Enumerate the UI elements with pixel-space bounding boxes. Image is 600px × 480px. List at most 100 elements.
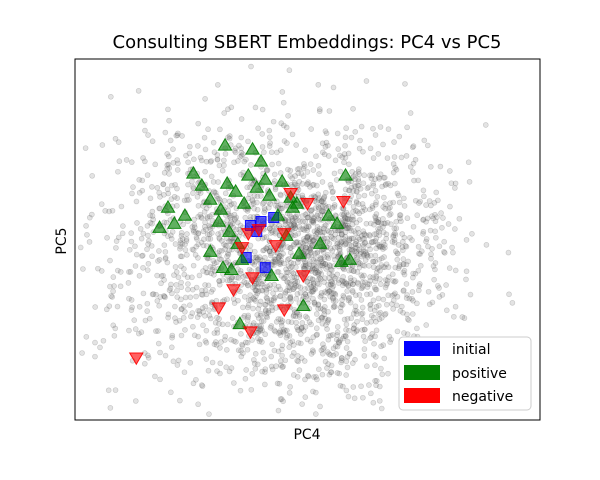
background-data-point [304,227,311,234]
background-data-point [367,233,373,239]
background-data-point [300,165,307,172]
background-data-point [319,233,326,239]
background-data-point [199,287,205,294]
background-data-point [259,235,266,242]
background-data-point [304,336,311,343]
background-data-point [261,247,267,253]
background-data-point [263,245,269,251]
background-data-point [452,185,458,191]
background-data-point [194,314,201,320]
background-data-point [278,319,285,326]
background-data-point [110,322,117,329]
background-data-point [309,218,316,224]
background-data-point [304,234,311,240]
background-data-point [325,361,331,367]
background-data-point [272,257,279,263]
background-data-point [334,343,341,350]
background-data-point [321,151,328,158]
background-data-point [219,321,226,328]
background-data-point [177,240,184,247]
background-data-point [177,237,184,244]
background-data-point [139,187,146,194]
background-data-point [174,185,180,192]
background-data-point [112,135,119,142]
background-data-point [323,266,329,272]
background-data-point [402,81,408,87]
background-data-point [382,182,389,188]
background-data-point [366,382,372,388]
background-data-point [299,192,306,199]
background-data-point [168,236,175,242]
background-data-point [273,229,279,235]
background-data-point [325,281,331,288]
background-data-point [192,252,199,258]
background-data-point [293,264,299,271]
background-data-point [178,233,185,239]
background-data-point [378,315,385,321]
background-data-point [223,243,230,249]
background-data-point [213,342,220,348]
background-data-point [172,264,179,270]
background-data-point [321,296,328,303]
background-data-point [287,167,294,174]
background-data-point [251,320,257,326]
background-data-point [244,317,251,324]
background-data-point [363,250,369,256]
background-data-point [330,304,337,311]
background-data-point [367,277,374,284]
background-data-point [294,324,300,331]
background-data-point [322,304,328,310]
background-data-point [336,247,343,254]
background-data-point [128,230,134,236]
background-data-point [310,167,317,173]
background-data-point [263,294,270,301]
background-data-point [344,316,351,322]
background-data-point [318,198,325,205]
background-data-point [113,245,119,251]
background-data-point [102,208,109,214]
background-data-point [330,188,336,195]
background-data-point [210,286,216,293]
background-data-point [295,259,301,266]
background-data-point [199,382,205,388]
background-data-point [203,291,210,298]
background-data-point [164,162,171,168]
background-data-point [211,330,218,336]
background-data-point [207,236,214,242]
background-data-point [269,366,276,373]
background-data-point [339,355,345,361]
background-data-point [189,274,195,281]
background-data-point [307,207,314,214]
background-data-point [350,310,357,317]
background-data-point [378,243,385,250]
background-data-point [262,307,269,313]
background-data-point [375,295,382,302]
background-data-point [213,259,220,266]
background-data-point [130,184,136,190]
background-data-point [435,283,441,289]
background-data-point [305,179,311,185]
background-data-point [277,316,284,323]
background-data-point [287,245,293,251]
background-data-point [117,269,124,275]
background-data-point [165,311,172,318]
background-data-point [383,282,390,288]
background-data-point [219,277,226,284]
background-data-point [287,339,294,346]
background-data-point [206,307,212,313]
background-data-point [321,311,328,318]
background-data-point [277,292,284,299]
background-data-point [385,264,392,270]
background-data-point [276,222,283,229]
background-data-point [182,241,188,248]
background-data-point [216,278,223,284]
background-data-point [302,211,309,218]
background-data-point [382,284,389,291]
background-data-point [425,288,432,295]
background-data-point [315,260,322,266]
background-data-point [314,250,320,256]
background-data-point [287,294,294,301]
background-data-point [214,195,221,202]
background-data-point [308,212,315,219]
background-data-point [115,139,122,145]
